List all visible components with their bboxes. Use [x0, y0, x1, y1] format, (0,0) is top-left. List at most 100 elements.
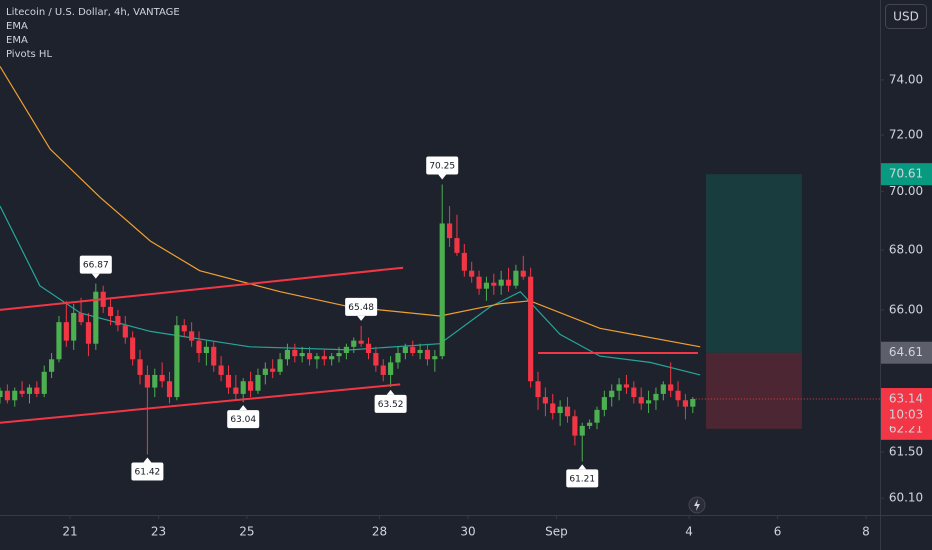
candle-body — [321, 356, 327, 360]
candle-body — [93, 291, 99, 344]
candle-body — [417, 349, 423, 354]
pivot-pointer — [578, 464, 587, 470]
candle-body — [424, 349, 431, 360]
candle-body — [203, 346, 209, 354]
candle-body — [306, 353, 313, 360]
candle-body — [439, 223, 445, 357]
candle-body — [71, 312, 77, 341]
pivot-pointer — [438, 174, 447, 180]
candle-body — [152, 374, 158, 388]
plot-area — [0, 66, 880, 462]
symbol-title: Litecoin / U.S. Dollar, 4h, VANTAGE — [6, 7, 180, 18]
candle-body — [564, 406, 571, 417]
candle-body — [572, 416, 578, 436]
indicator-legend: Pivots HL — [6, 49, 52, 60]
candle-body — [49, 359, 55, 372]
candle-body — [491, 282, 497, 286]
x-tick-label: 28 — [372, 525, 387, 539]
candle-body — [587, 422, 593, 426]
candle-body — [159, 374, 165, 382]
candle-body — [469, 270, 475, 277]
pivot-label: 61.21 — [569, 474, 595, 484]
candle-body — [594, 409, 600, 423]
pivot-box — [566, 469, 599, 488]
candle-body — [174, 325, 180, 398]
pivot-box — [131, 462, 164, 481]
y-tick-label: 68.00 — [889, 242, 923, 256]
candle-body — [616, 384, 622, 391]
target-price: 70.61 — [889, 167, 923, 181]
pivot-label: 66.87 — [83, 261, 109, 271]
candle-body — [505, 279, 512, 286]
last-price: 63.14 — [889, 391, 923, 405]
candle-body — [262, 368, 268, 375]
candle-body — [402, 346, 408, 354]
candle-body — [166, 381, 173, 398]
pivot-pointer — [239, 405, 248, 411]
x-tick-label: Sep — [545, 525, 568, 539]
candle-body — [520, 270, 526, 277]
candle-body — [144, 374, 150, 388]
pivot-pointer — [143, 457, 152, 463]
candle-body — [645, 400, 652, 404]
candle-body — [85, 322, 92, 344]
target-price-box — [881, 163, 932, 186]
pivot-label: 63.52 — [378, 400, 404, 410]
candle-body — [447, 223, 453, 239]
entry-price: 64.61 — [889, 345, 923, 359]
candle-body — [660, 384, 666, 394]
candle-body — [609, 390, 615, 398]
candle-body — [668, 384, 674, 391]
currency-button[interactable] — [885, 4, 927, 29]
countdown: 10:03 — [889, 407, 924, 421]
candle-body — [513, 270, 519, 286]
candle-body — [284, 349, 291, 360]
candle-body — [483, 282, 490, 289]
candle-body — [34, 387, 40, 394]
y-tick-label: 74.00 — [889, 72, 923, 86]
candle-body — [542, 397, 548, 404]
trendline — [0, 383, 401, 424]
candle-body — [682, 400, 689, 407]
candle-body — [292, 349, 298, 357]
pivot-label: 63.04 — [230, 415, 256, 425]
pivot-pointer — [357, 315, 366, 321]
candle-body — [373, 353, 379, 366]
alert-icon-glyph — [694, 499, 700, 511]
candle-body — [365, 343, 372, 354]
candle-body — [343, 346, 349, 354]
x-tick-label: 23 — [151, 525, 166, 539]
pivot-box — [227, 410, 260, 429]
candle-body — [579, 425, 585, 436]
currency[interactable]: USD — [893, 10, 919, 24]
candle-body — [351, 340, 357, 347]
candle-body — [277, 359, 283, 372]
x-tick-label: 25 — [239, 525, 254, 539]
y-tick-label: 66.00 — [889, 302, 923, 316]
candle-body — [4, 390, 10, 401]
candle-body — [498, 279, 504, 286]
candle-body — [690, 398, 696, 407]
candle-body — [623, 384, 630, 388]
candle-body — [336, 353, 342, 357]
candle-body — [299, 353, 305, 357]
candle-body — [107, 306, 114, 317]
candle-body — [432, 356, 438, 360]
pivot-label: 61.42 — [135, 468, 161, 478]
take-profit-zone — [706, 174, 802, 353]
candle-body — [63, 322, 69, 341]
candle-body — [410, 346, 416, 354]
candle-body — [388, 362, 394, 375]
candle-body — [557, 406, 563, 414]
candle-body — [26, 387, 33, 394]
candle-body — [122, 325, 128, 338]
y-tick-label: 70.00 — [889, 184, 923, 198]
candle-body — [130, 337, 136, 360]
x-tick-label: 21 — [62, 525, 77, 539]
pivot-pointer — [91, 273, 100, 279]
candle-body — [233, 387, 239, 394]
candle-body — [78, 312, 84, 323]
candle-body — [461, 252, 467, 271]
